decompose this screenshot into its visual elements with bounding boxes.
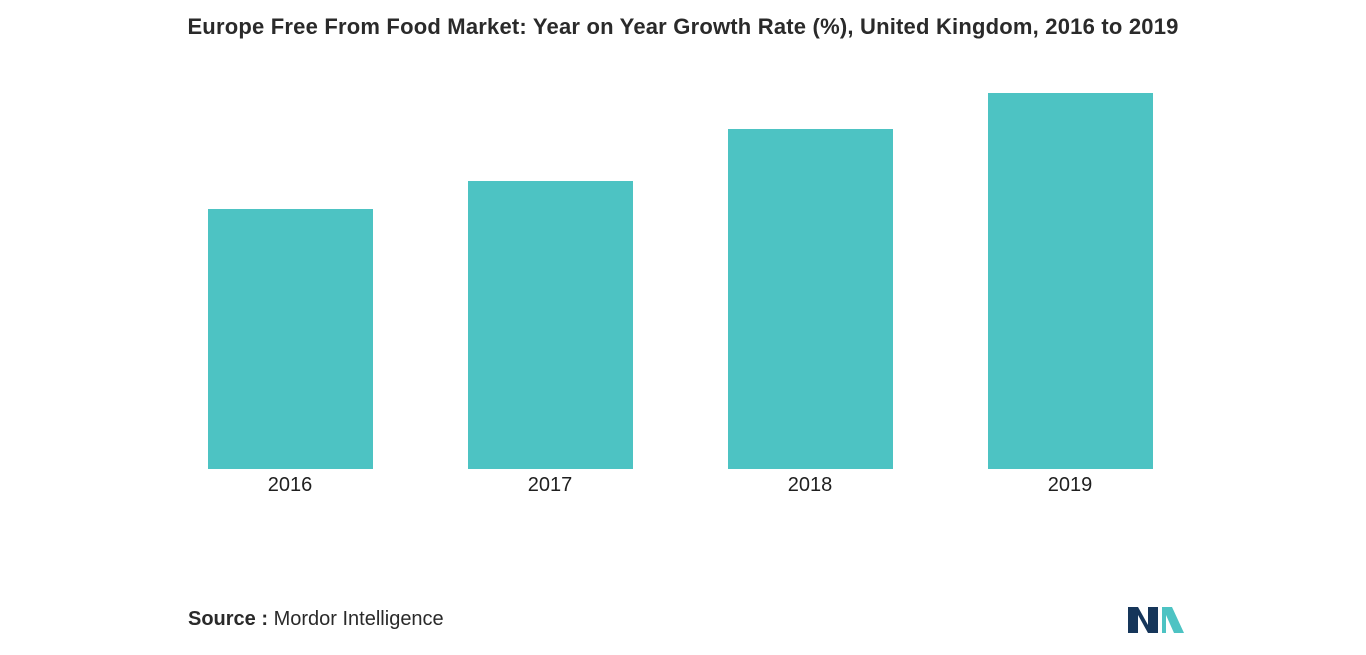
plot	[160, 70, 1200, 470]
x-label: 2018	[680, 474, 940, 497]
source-label: Source :	[188, 608, 268, 630]
source-value: Mordor Intelligence	[274, 608, 444, 630]
bar-2017	[468, 181, 633, 469]
bar-slot	[420, 70, 680, 469]
x-label: 2019	[940, 474, 1200, 497]
source-line: Source : Mordor Intelligence	[188, 608, 444, 631]
logo-shape-dark	[1128, 607, 1158, 633]
x-label: 2016	[160, 474, 420, 497]
logo-shape-teal	[1162, 607, 1184, 633]
bar-slot	[160, 70, 420, 469]
bar-slot	[680, 70, 940, 469]
x-label: 2017	[420, 474, 680, 497]
chart-container: Europe Free From Food Market: Year on Ye…	[0, 0, 1366, 655]
bars-group	[160, 70, 1200, 469]
mordor-logo-icon	[1126, 603, 1186, 637]
bar-2018	[728, 129, 893, 469]
bar-2019	[988, 93, 1153, 469]
bar-slot	[940, 70, 1200, 469]
plot-area: 2016 2017 2018 2019	[160, 70, 1200, 490]
bar-2016	[208, 209, 373, 469]
chart-title: Europe Free From Food Market: Year on Ye…	[0, 14, 1366, 40]
x-axis-labels: 2016 2017 2018 2019	[160, 474, 1200, 497]
